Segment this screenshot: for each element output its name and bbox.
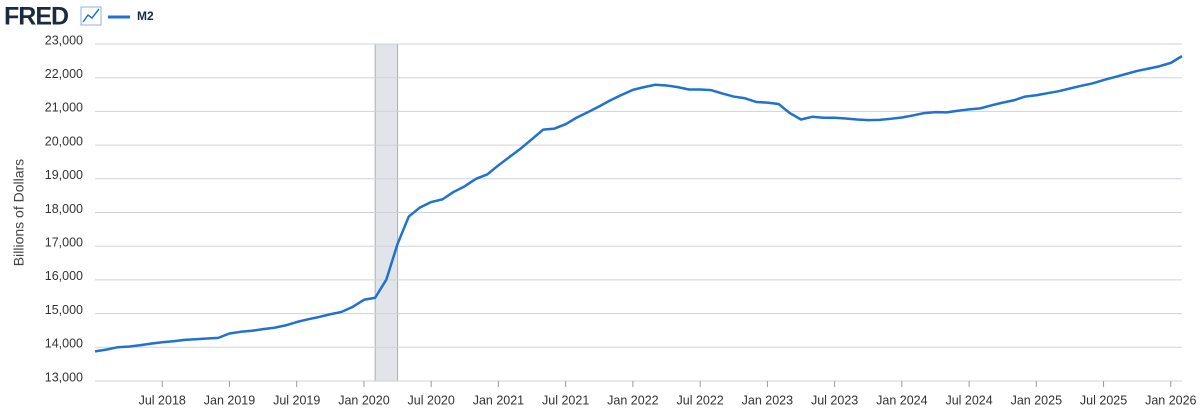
x-tick-label: Jan 2025 bbox=[1011, 393, 1062, 407]
x-tick-label: Jul 2018 bbox=[139, 393, 186, 407]
y-tick-label: 18,000 bbox=[45, 202, 83, 216]
y-tick-label: 16,000 bbox=[45, 269, 83, 283]
x-tick-label: Jan 2019 bbox=[204, 393, 255, 407]
y-tick-label: 13,000 bbox=[45, 370, 83, 384]
y-tick-label: 23,000 bbox=[45, 33, 83, 47]
x-tick-label: Jul 2022 bbox=[677, 393, 724, 407]
x-tick-label: Jan 2021 bbox=[473, 393, 524, 407]
x-tick-label: Jul 2021 bbox=[542, 393, 589, 407]
y-tick-label: 19,000 bbox=[45, 168, 83, 182]
y-tick-label: 21,000 bbox=[45, 101, 83, 115]
series-line bbox=[94, 55, 1183, 353]
x-tick-label: Jul 2024 bbox=[945, 393, 992, 407]
x-tick-label: Jul 2019 bbox=[273, 393, 320, 407]
x-tick-label: Jan 2020 bbox=[338, 393, 389, 407]
x-tick-label: Jul 2023 bbox=[811, 393, 858, 407]
y-tick-label: 15,000 bbox=[45, 303, 83, 317]
y-axis-title: Billions of Dollars bbox=[11, 159, 27, 266]
x-tick-label: Jan 2022 bbox=[607, 393, 658, 407]
y-tick-label: 14,000 bbox=[45, 337, 83, 351]
y-tick-label: 22,000 bbox=[45, 67, 83, 81]
y-tick-label: 20,000 bbox=[45, 134, 83, 148]
y-tick-label: 17,000 bbox=[45, 235, 83, 249]
x-tick-label: Jan 2023 bbox=[742, 393, 793, 407]
logo: FRED bbox=[4, 3, 68, 31]
x-tick-label: Jan 2026 bbox=[1145, 393, 1196, 407]
legend-label: M2 bbox=[137, 9, 154, 23]
logo-icon bbox=[80, 6, 102, 26]
x-tick-label: Jul 2020 bbox=[408, 393, 455, 407]
x-tick-label: Jul 2025 bbox=[1080, 393, 1127, 407]
x-tick-label: Jan 2024 bbox=[876, 393, 927, 407]
